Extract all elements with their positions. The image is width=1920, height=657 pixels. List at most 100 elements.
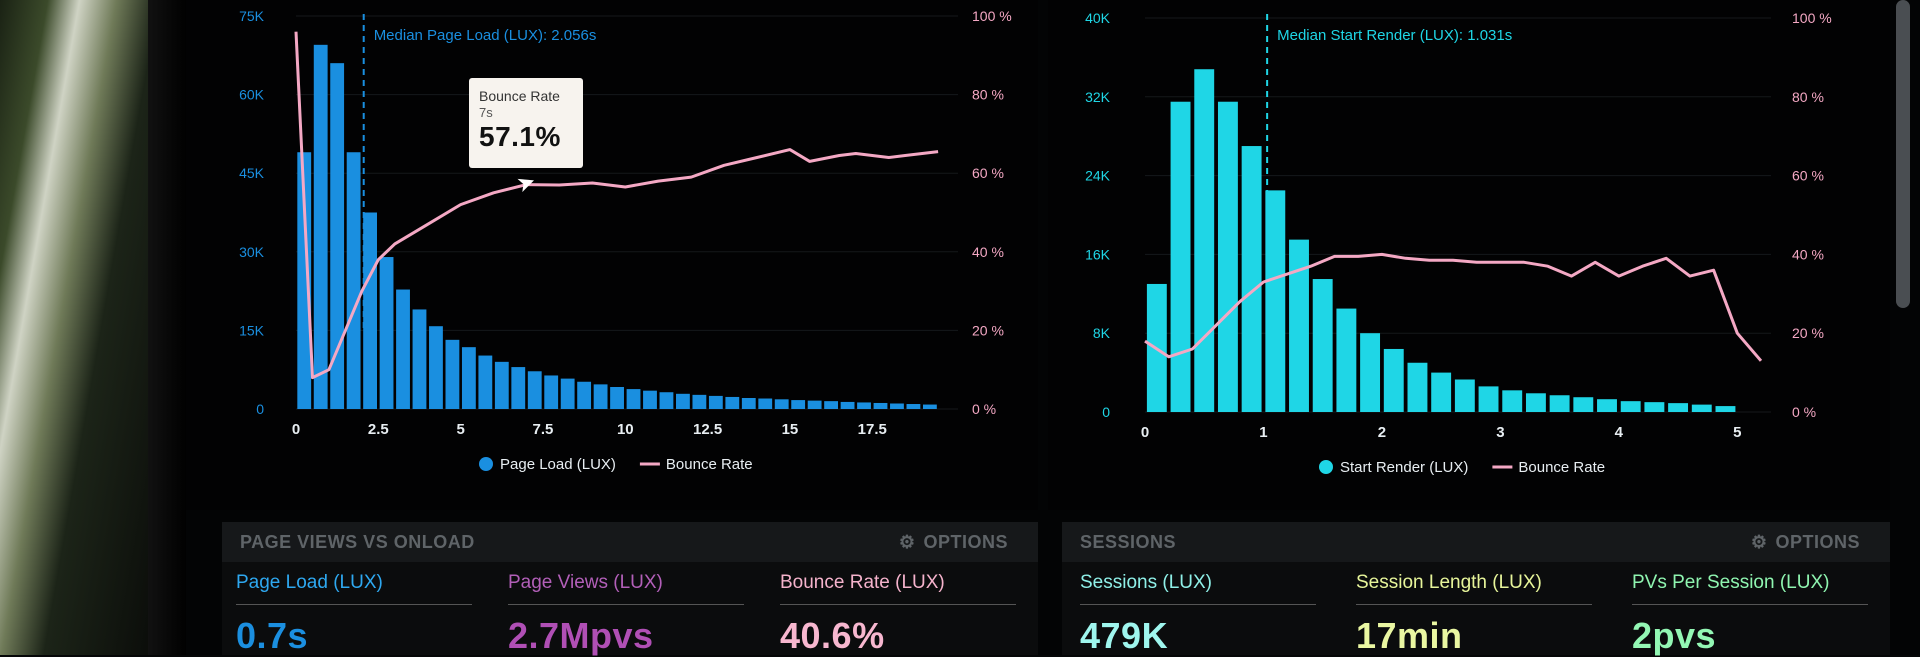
bar [824,401,839,409]
bar [708,395,723,409]
y2-tick-label: 0 % [972,401,996,417]
series-line-bounce-rate [1144,252,1763,362]
bar [758,398,773,409]
metric-label: Sessions (LUX) [1080,572,1316,605]
background-plant [0,0,150,655]
metric-label: Session Length (LUX) [1356,572,1592,605]
start-render-panel: 0 8K 16K 24K 32K 40K 0 % 20 % 40 % 60 % 80 % 100 % 0… [1048,0,1890,510]
sessions-section: SESSIONS ⚙ OPTIONS Sessions (LUX) 479K Se… [1062,522,1890,657]
bar [906,404,921,409]
tooltip-value: 57.1% [479,121,561,152]
section-title: SESSIONS [1080,532,1177,552]
legend-marker [1319,460,1333,474]
bar [1525,393,1546,412]
gear-icon: ⚙ [1750,532,1768,552]
section-header: SESSIONS ⚙ OPTIONS [1062,522,1890,562]
y-tick-label: 24K [1085,168,1111,184]
metric-label: PVs Per Session (LUX) [1632,572,1868,605]
y2-tick-label: 80 % [972,87,1004,103]
scrollbar[interactable] [1896,0,1910,308]
bar [1597,399,1617,412]
options-label: OPTIONS [923,532,1008,552]
section-title: PAGE VIEWS VS ONLOAD [240,532,475,552]
tooltip-title: Bounce Rate [479,88,560,104]
bar [1502,390,1523,412]
metric-label: Page Load (LUX) [236,572,472,605]
options-button[interactable]: ⚙ OPTIONS [1751,532,1860,553]
x-tick-label: 5 [456,421,464,438]
options-label: OPTIONS [1775,532,1860,552]
bar [1573,397,1594,412]
bar [478,355,493,409]
metric-label: Bounce Rate (LUX) [780,572,1016,605]
bar [1407,362,1428,412]
bar [396,289,410,409]
tooltip-subtitle: 7s [479,105,493,120]
gear-icon: ⚙ [898,532,916,552]
y2-tick-label: 20 % [972,322,1004,338]
bar [1549,395,1570,412]
bar [313,44,328,409]
bar [676,393,690,409]
bar [922,404,937,409]
metric-page-load: Page Load (LUX) 0.7s [236,572,472,657]
bar [1691,404,1712,412]
metric-value: 0.7s [236,615,309,656]
x-tick-label: 2 [1378,424,1386,441]
bar [494,361,509,409]
y2-tick-label: 60 % [1792,168,1824,184]
y2-tick-label: 40 % [1792,246,1824,262]
legend-label: Start Render (LUX) [1340,459,1468,476]
options-button[interactable]: ⚙ OPTIONS [899,532,1008,553]
median-label: Median Page Load (LUX): 2.056s [374,27,597,44]
bar [692,394,707,409]
x-tick-label: 7.5 [533,421,554,438]
bar [577,381,592,409]
bar [1336,308,1357,412]
x-tick-label: 1 [1259,424,1267,441]
x-tick-label: 4 [1615,424,1624,441]
bar [379,257,394,409]
bar [1194,69,1215,412]
legend-label: Page Load (LUX) [500,456,616,473]
bar [1289,239,1309,412]
bar [1620,401,1641,412]
metric-pvs-per-session: PVs Per Session (LUX) 2pvs [1632,572,1868,657]
bar [330,63,345,409]
y2-tick-label: 0 % [1792,404,1816,420]
bar [659,392,674,409]
metric-value: 17min [1356,615,1463,656]
x-tick-label: 3 [1496,424,1504,441]
bar [643,390,657,409]
page-views-vs-onload-section: PAGE VIEWS VS ONLOAD ⚙ OPTIONS Page Load … [222,522,1038,657]
bar [1454,379,1475,412]
monitor-bezel [148,0,188,655]
bar [1715,406,1736,412]
page-load-panel: 0 15K 30K 45K 60K 75K 0 % 20 % 40 % 60 % 80 % 100 %… [186,0,1038,510]
y2-tick-label: 100 % [1792,10,1832,26]
page-load-chart: 0 15K 30K 45K 60K 75K 0 % 20 % 40 % 60 % 80 % 100 %… [239,8,1012,473]
bar [1668,403,1689,412]
y-tick-label: 0 [1102,404,1110,420]
metric-value: 479K [1080,615,1169,656]
y-tick-label: 60K [239,87,265,103]
bar [1241,146,1262,413]
bar [626,389,641,409]
x-tick-label: 2.5 [368,421,389,438]
metric-value: 40.6% [780,615,885,656]
section-header: PAGE VIEWS VS ONLOAD ⚙ OPTIONS [222,522,1038,562]
bar [890,403,904,409]
bar [1360,333,1381,412]
y-tick-label: 8K [1093,325,1111,341]
bar [461,347,476,409]
y2-tick-label: 80 % [1792,89,1824,105]
bar [1644,402,1665,412]
metric-label: Page Views (LUX) [508,572,744,605]
bar [1170,101,1191,412]
bar [445,339,460,409]
x-tick-label: 10 [617,421,634,438]
metric-value: 2.7Mpvs [508,615,654,656]
bar [840,401,855,409]
y-tick-label: 45K [239,165,265,181]
y-tick-label: 15K [239,322,265,338]
